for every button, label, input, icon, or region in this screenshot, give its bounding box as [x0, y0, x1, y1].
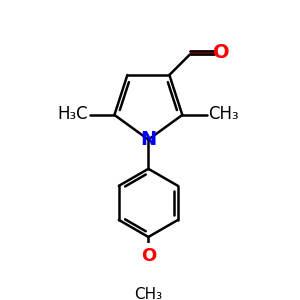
Text: O: O — [213, 43, 229, 62]
Text: H₃C: H₃C — [58, 105, 88, 123]
Text: CH₃: CH₃ — [134, 287, 162, 300]
Text: N: N — [140, 130, 157, 149]
Text: CH₃: CH₃ — [208, 105, 239, 123]
Text: O: O — [141, 248, 156, 266]
